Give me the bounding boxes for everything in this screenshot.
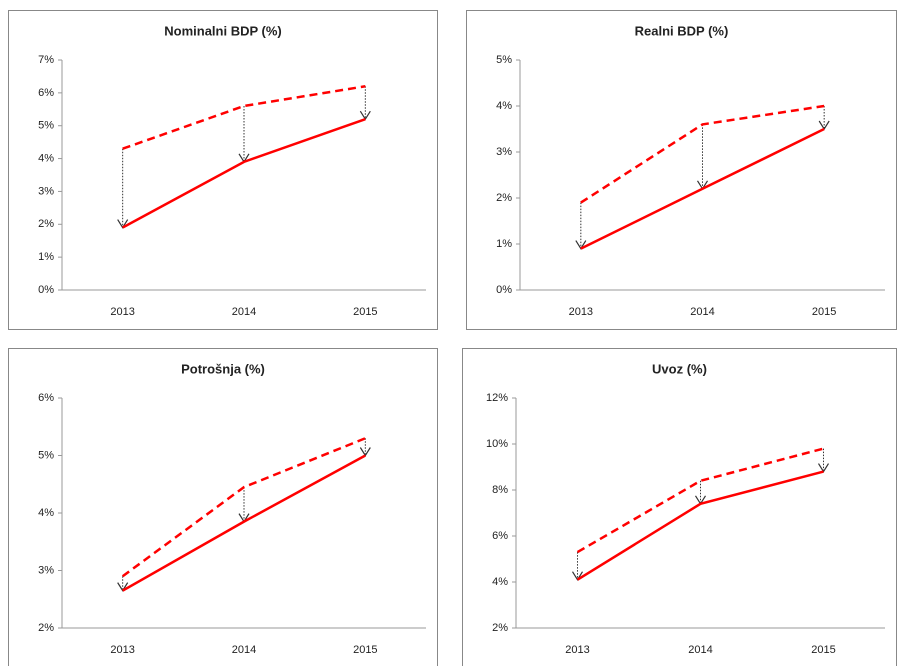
arrow-head xyxy=(571,571,584,581)
revision-arrow xyxy=(575,202,587,250)
chart-panel: Nominalni BDP (%) 0% 1% 2% 3% 4% 5% 6% 7% 2013 201… xyxy=(8,10,438,330)
arrow-head xyxy=(575,240,587,250)
chart-panel: Realni BDP (%) 0% 1% 2% 3% 4% 5% 2013 2014 2015 xyxy=(466,10,897,330)
series-line xyxy=(580,127,825,250)
series-line xyxy=(122,454,366,592)
y-tick-label: 2% xyxy=(492,622,508,634)
y-tick-label: 4% xyxy=(496,100,512,112)
x-tick-label: 2015 xyxy=(353,644,377,656)
chart-panel: Potrošnja (%) 2% 3% 4% 5% 6% 2013 2014 2015 xyxy=(8,348,438,671)
x-tick-label: 2014 xyxy=(690,306,714,318)
revision-arrow xyxy=(571,552,584,581)
x-tick-label: 2013 xyxy=(565,644,589,656)
y-tick-label: 6% xyxy=(38,392,54,404)
arrow-head xyxy=(818,120,830,131)
series-line xyxy=(576,447,824,554)
y-tick-label: 3% xyxy=(38,185,54,197)
chart-title: Uvoz (%) xyxy=(652,361,707,376)
y-tick-label: 2% xyxy=(496,192,512,204)
y-tick-label: 5% xyxy=(496,54,512,66)
y-tick-label: 4% xyxy=(38,507,54,519)
panel-border xyxy=(462,348,897,671)
chart-title: Nominalni BDP (%) xyxy=(164,23,282,38)
x-tick-label: 2014 xyxy=(232,306,256,318)
y-tick-label: 3% xyxy=(38,564,54,576)
revision-arrow xyxy=(818,106,830,131)
panel-border xyxy=(8,10,438,330)
series-line xyxy=(122,85,366,150)
y-tick-label: 6% xyxy=(492,530,508,542)
y-tick-label: 5% xyxy=(38,449,54,461)
y-tick-label: 1% xyxy=(496,238,512,250)
x-tick-label: 2013 xyxy=(569,306,593,318)
y-tick-label: 3% xyxy=(496,146,512,158)
x-tick-label: 2013 xyxy=(110,306,134,318)
chart-panel: Uvoz (%) 2% 4% 6% 8% 10% 12% 2013 2014 2015 xyxy=(462,348,897,671)
x-tick-label: 2015 xyxy=(353,306,377,318)
chart-title: Realni BDP (%) xyxy=(635,23,729,38)
y-tick-label: 2% xyxy=(38,622,54,634)
x-tick-label: 2013 xyxy=(110,644,134,656)
y-tick-label: 6% xyxy=(38,87,54,99)
series-line xyxy=(121,437,366,578)
y-tick-label: 4% xyxy=(492,576,508,588)
x-tick-label: 2015 xyxy=(811,644,835,656)
chart-title: Potrošnja (%) xyxy=(181,361,265,376)
y-tick-label: 4% xyxy=(38,152,54,164)
series-line xyxy=(122,117,366,229)
series-line xyxy=(580,104,825,204)
y-tick-label: 5% xyxy=(38,120,54,132)
series-line xyxy=(576,470,824,581)
y-tick-label: 12% xyxy=(486,392,508,404)
x-tick-label: 2014 xyxy=(232,644,256,656)
x-tick-label: 2014 xyxy=(688,644,712,656)
x-tick-label: 2015 xyxy=(812,306,836,318)
y-tick-label: 10% xyxy=(486,438,508,450)
y-tick-label: 0% xyxy=(38,284,54,296)
y-tick-label: 0% xyxy=(496,284,512,296)
y-tick-label: 8% xyxy=(492,484,508,496)
panel-border xyxy=(8,348,438,671)
y-tick-label: 7% xyxy=(38,54,54,66)
y-tick-label: 1% xyxy=(38,251,54,263)
panel-border xyxy=(466,10,897,330)
y-tick-label: 2% xyxy=(38,218,54,230)
